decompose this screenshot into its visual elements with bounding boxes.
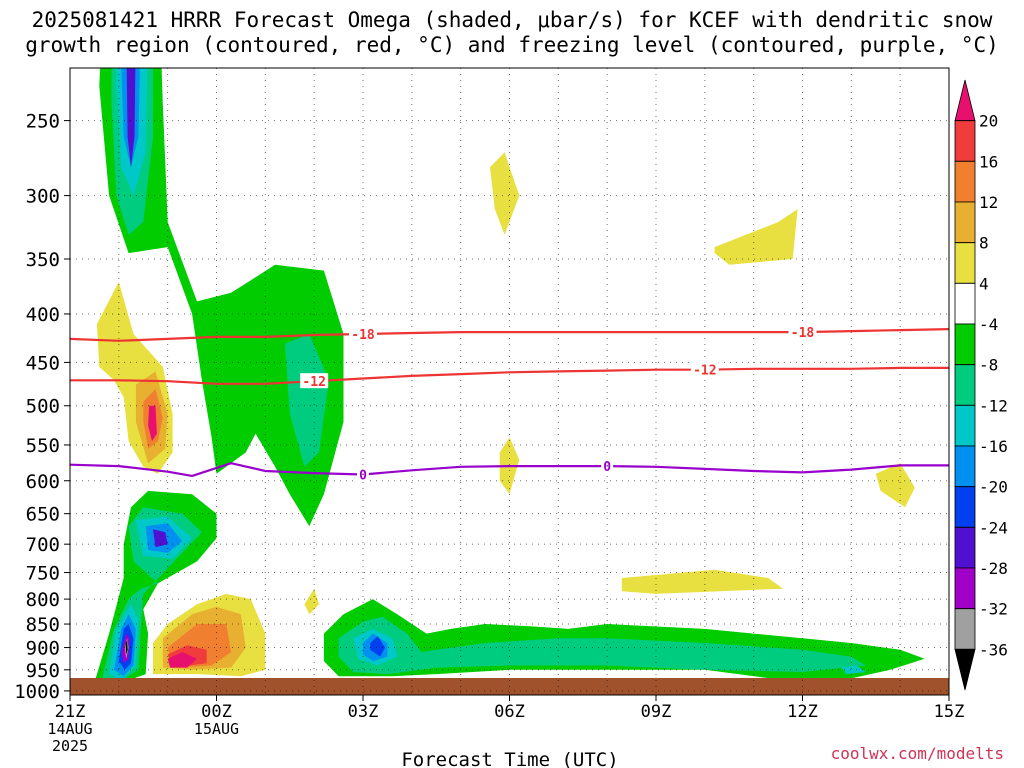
colorbar-swatch <box>954 445 976 488</box>
y-tick-label: 250 <box>26 111 60 133</box>
plot-frame <box>69 67 950 696</box>
colorbar-swatch <box>954 526 976 569</box>
colorbar-label: 20 <box>979 112 998 131</box>
colorbar-swatch <box>954 79 976 122</box>
omega-region <box>338 616 867 675</box>
colorbar-label: -36 <box>979 640 1008 659</box>
omega-region <box>153 529 168 548</box>
x-tick-label: 06Z <box>494 702 525 722</box>
y-tick-label: 400 <box>26 304 60 326</box>
contour-label-bg <box>788 324 817 340</box>
omega-region <box>490 152 520 235</box>
y-tick-label: 950 <box>26 660 60 682</box>
y-tick-label: 1000 <box>14 681 60 703</box>
colorbar-label: -4 <box>979 315 998 334</box>
contour-label: -18 <box>791 326 815 341</box>
contour-label: -12 <box>693 364 716 379</box>
x-tick-label: 15Z <box>934 702 965 722</box>
x-tick-label: 09Z <box>641 702 672 722</box>
colorbar: 20 16 12 8 4 -4 -8 -12 -16 -20 -24 -28 -32 -36 <box>954 79 1008 691</box>
y-tick-label: 700 <box>26 534 60 556</box>
omega-region <box>284 334 329 467</box>
contour-label-bg <box>601 458 614 474</box>
x-tick-label: 12Z <box>787 702 818 722</box>
temperature-contours: -18 -18 -12 -12 0 0 <box>69 324 950 484</box>
x-tick-label: 03Z <box>348 702 379 722</box>
colorbar-swatch <box>954 364 976 406</box>
contour-label-bg <box>300 373 329 389</box>
colorbar-label: -20 <box>979 478 1008 497</box>
y-tick-label: 800 <box>26 589 60 611</box>
colorbar-swatch <box>954 282 976 325</box>
x-axis-label: Forecast Time (UTC) <box>401 749 618 768</box>
colorbar-swatch <box>954 648 976 691</box>
omega-region <box>370 636 385 657</box>
colorbar-swatch <box>954 567 976 610</box>
y-tick-label: 900 <box>26 638 60 660</box>
x-tick-label: 15AUG <box>194 720 239 738</box>
y-tick-label: 550 <box>26 435 60 457</box>
omega-region <box>841 665 866 675</box>
omega-region <box>99 68 344 527</box>
colorbar-swatch <box>954 323 976 366</box>
contour-label: 0 <box>603 460 611 475</box>
colorbar-swatch <box>954 486 976 528</box>
x-tick-label: 14AUG <box>47 720 92 738</box>
y-tick-label: 650 <box>26 504 60 526</box>
colorbar-swatch <box>954 160 976 203</box>
colorbar-swatch <box>954 404 976 447</box>
omega-region <box>621 569 783 594</box>
colorbar-label: -28 <box>979 559 1008 578</box>
y-tick-label: 850 <box>26 614 60 636</box>
chart-title-line1: 2025081421 HRRR Forecast Omega (shaded, … <box>31 8 993 32</box>
contour-label-bg <box>357 466 369 482</box>
contour-line <box>69 462 949 477</box>
omega-region <box>714 209 798 265</box>
contour-label: -18 <box>351 328 375 343</box>
colorbar-label: 12 <box>979 193 998 212</box>
omega-region <box>125 640 128 655</box>
omega-region <box>304 588 319 615</box>
contour-label: -12 <box>302 375 325 390</box>
grid-lines <box>70 68 949 695</box>
colorbar-label: -12 <box>979 396 1008 415</box>
y-axis-ticks: 2503003504004505005506006507007508008509… <box>14 111 70 703</box>
y-tick-label: 500 <box>26 396 60 418</box>
y-tick-label: 600 <box>26 471 60 493</box>
colorbar-swatch <box>954 608 976 650</box>
chart-title-line2: growth region (contoured, red, °C) and f… <box>25 33 999 57</box>
colorbar-swatch <box>954 242 976 284</box>
credit-text: coolwx.com/modelts <box>830 744 1004 763</box>
contour-label-bg <box>349 326 377 342</box>
omega-region <box>126 68 136 168</box>
x-tick-label: 21Z <box>55 702 86 722</box>
y-tick-label: 300 <box>26 186 60 208</box>
contour-label-bg <box>690 361 719 377</box>
omega-region <box>148 405 157 442</box>
colorbar-label: 16 <box>979 152 998 171</box>
x-tick-label: 00Z <box>201 702 232 722</box>
colorbar-label: 8 <box>979 234 989 253</box>
colorbar-label: -24 <box>979 518 1008 537</box>
colorbar-label: -32 <box>979 600 1008 619</box>
contour-line <box>70 366 949 385</box>
omega-region <box>875 463 915 508</box>
y-tick-label: 350 <box>26 249 60 271</box>
omega-shading <box>94 68 925 685</box>
x-tick-label: 2025 <box>52 737 88 755</box>
y-tick-label: 750 <box>26 563 60 585</box>
colorbar-label: 4 <box>979 274 989 293</box>
colorbar-label: -8 <box>979 356 998 375</box>
colorbar-swatch <box>954 120 976 162</box>
colorbar-label: -16 <box>979 437 1008 456</box>
contour-label: 0 <box>359 469 367 484</box>
omega-region <box>167 652 197 668</box>
colorbar-swatch <box>954 201 976 244</box>
y-tick-label: 450 <box>26 352 60 374</box>
